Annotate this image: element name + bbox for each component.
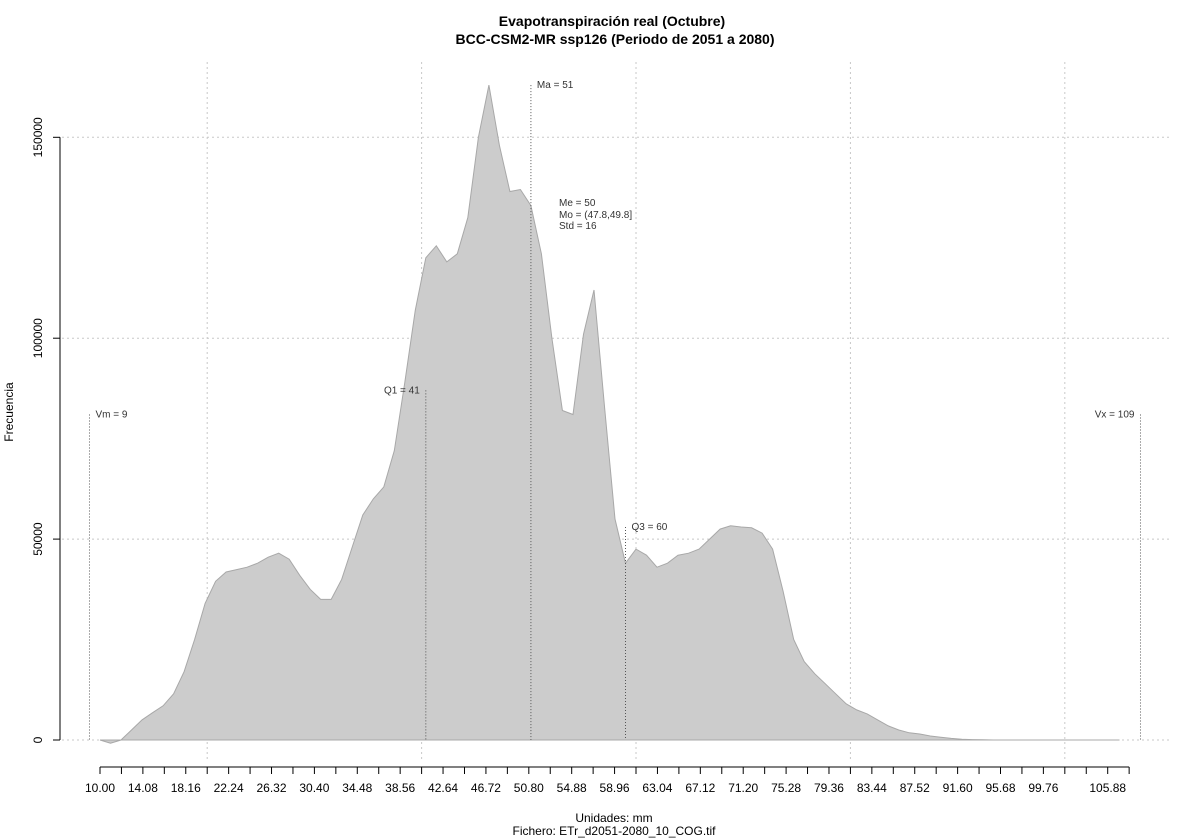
x-tick-label: 18.16 <box>171 781 201 795</box>
x-axis-label: Unidades: mm <box>575 811 652 825</box>
marker-label: Q3 = 60 <box>632 522 668 533</box>
y-tick-label: 0 <box>31 736 45 743</box>
y-tick-label: 50000 <box>31 522 45 556</box>
x-tick-label: 26.32 <box>257 781 287 795</box>
stat-median: Me = 50 <box>559 198 596 209</box>
x-tick-label: 79.36 <box>814 781 844 795</box>
x-tick-label: 22.24 <box>214 781 244 795</box>
file-caption: Fichero: ETr_d2051-2080_10_COG.tif <box>513 824 717 838</box>
x-tick-label: 71.20 <box>728 781 758 795</box>
x-tick-label: 63.04 <box>642 781 672 795</box>
x-tick-label: 95.68 <box>985 781 1015 795</box>
y-axis-label: Frecuencia <box>2 382 16 442</box>
x-tick-label: 42.64 <box>428 781 458 795</box>
x-tick-label: 50.80 <box>514 781 544 795</box>
stat-mode: Mo = (47.8,49.8] <box>559 210 632 221</box>
x-tick-label: 10.00 <box>85 781 115 795</box>
x-tick-label: 58.96 <box>600 781 630 795</box>
x-tick-label: 87.52 <box>900 781 930 795</box>
x-tick-label: 99.76 <box>1028 781 1058 795</box>
statistic-markers: Vm = 9 Q1 = 41 Ma = 51 Q3 = 60 Vx = 109 <box>88 80 1141 740</box>
x-tick-label: 34.48 <box>342 781 372 795</box>
x-axis: 10.00 14.08 18.16 22.24 26.32 30.40 34.48 38.56… <box>85 766 1130 795</box>
x-tick-label: 83.44 <box>857 781 887 795</box>
marker-label: Q1 = 41 <box>384 385 420 396</box>
x-tick-label: 14.08 <box>128 781 158 795</box>
y-tick-label: 100000 <box>31 318 45 358</box>
marker-label: Ma = 51 <box>537 80 574 91</box>
chart-title: Evapotranspiración real (Octubre) <box>499 13 725 29</box>
y-tick-label: 150000 <box>31 117 45 157</box>
y-axis: 0 50000 100000 150000 <box>31 117 61 743</box>
distribution-area <box>99 85 1120 744</box>
x-tick-label: 30.40 <box>299 781 329 795</box>
chart-subtitle: BCC-CSM2-MR ssp126 (Periodo de 2051 a 20… <box>456 31 775 47</box>
x-tick-label: 46.72 <box>471 781 501 795</box>
marker-label: Vm = 9 <box>95 410 127 421</box>
x-tick-label: 91.60 <box>943 781 973 795</box>
x-tick-label: 38.56 <box>385 781 415 795</box>
x-tick-label: 75.28 <box>771 781 801 795</box>
area-series <box>99 85 1120 744</box>
x-tick-label: 105.88 <box>1089 781 1126 795</box>
x-tick-label: 54.88 <box>557 781 587 795</box>
marker-label: Vx = 109 <box>1095 410 1135 421</box>
x-tick-label: 67.12 <box>685 781 715 795</box>
stat-std: Std = 16 <box>559 221 597 232</box>
